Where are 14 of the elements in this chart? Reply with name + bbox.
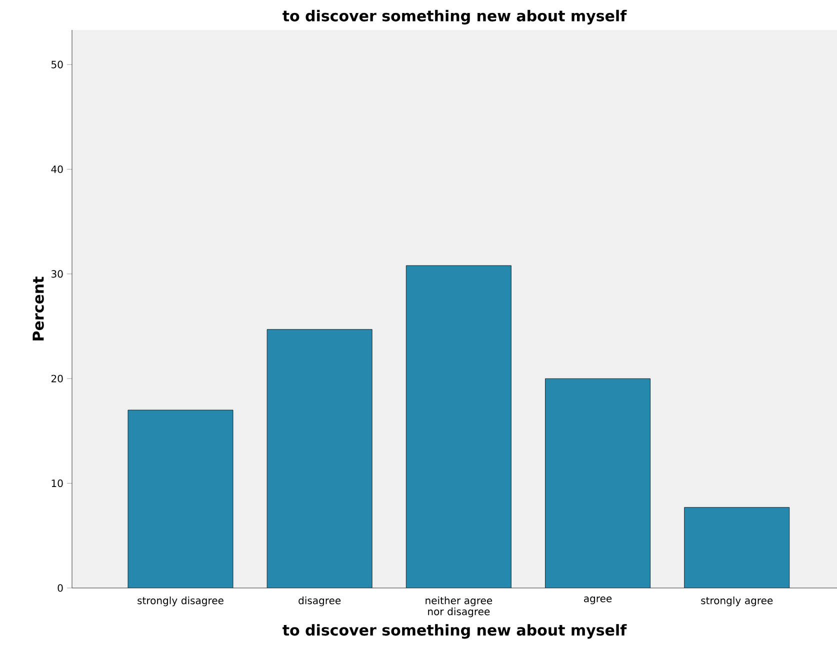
x-tick-label: agree xyxy=(584,596,612,604)
y-tick-label: 20 xyxy=(51,374,63,382)
x-axis-title: to discover something new about myself xyxy=(282,624,627,639)
y-tick-label: 10 xyxy=(52,480,63,488)
y-axis-title: Percent xyxy=(32,276,44,340)
x-tick-label: neither agree nor disagree xyxy=(426,596,492,618)
y-tick-label: 50 xyxy=(52,60,63,68)
y-tick-label: 0 xyxy=(58,584,63,592)
chart-title: to discover something new about myself xyxy=(282,10,627,24)
y-tick-label: 40 xyxy=(51,165,63,174)
x-tick-label: strongly disagree xyxy=(138,596,224,606)
y-tick-label: 30 xyxy=(52,270,63,278)
x-tick-label: disagree xyxy=(298,596,341,606)
x-tick-label: strongly agree xyxy=(701,596,773,606)
